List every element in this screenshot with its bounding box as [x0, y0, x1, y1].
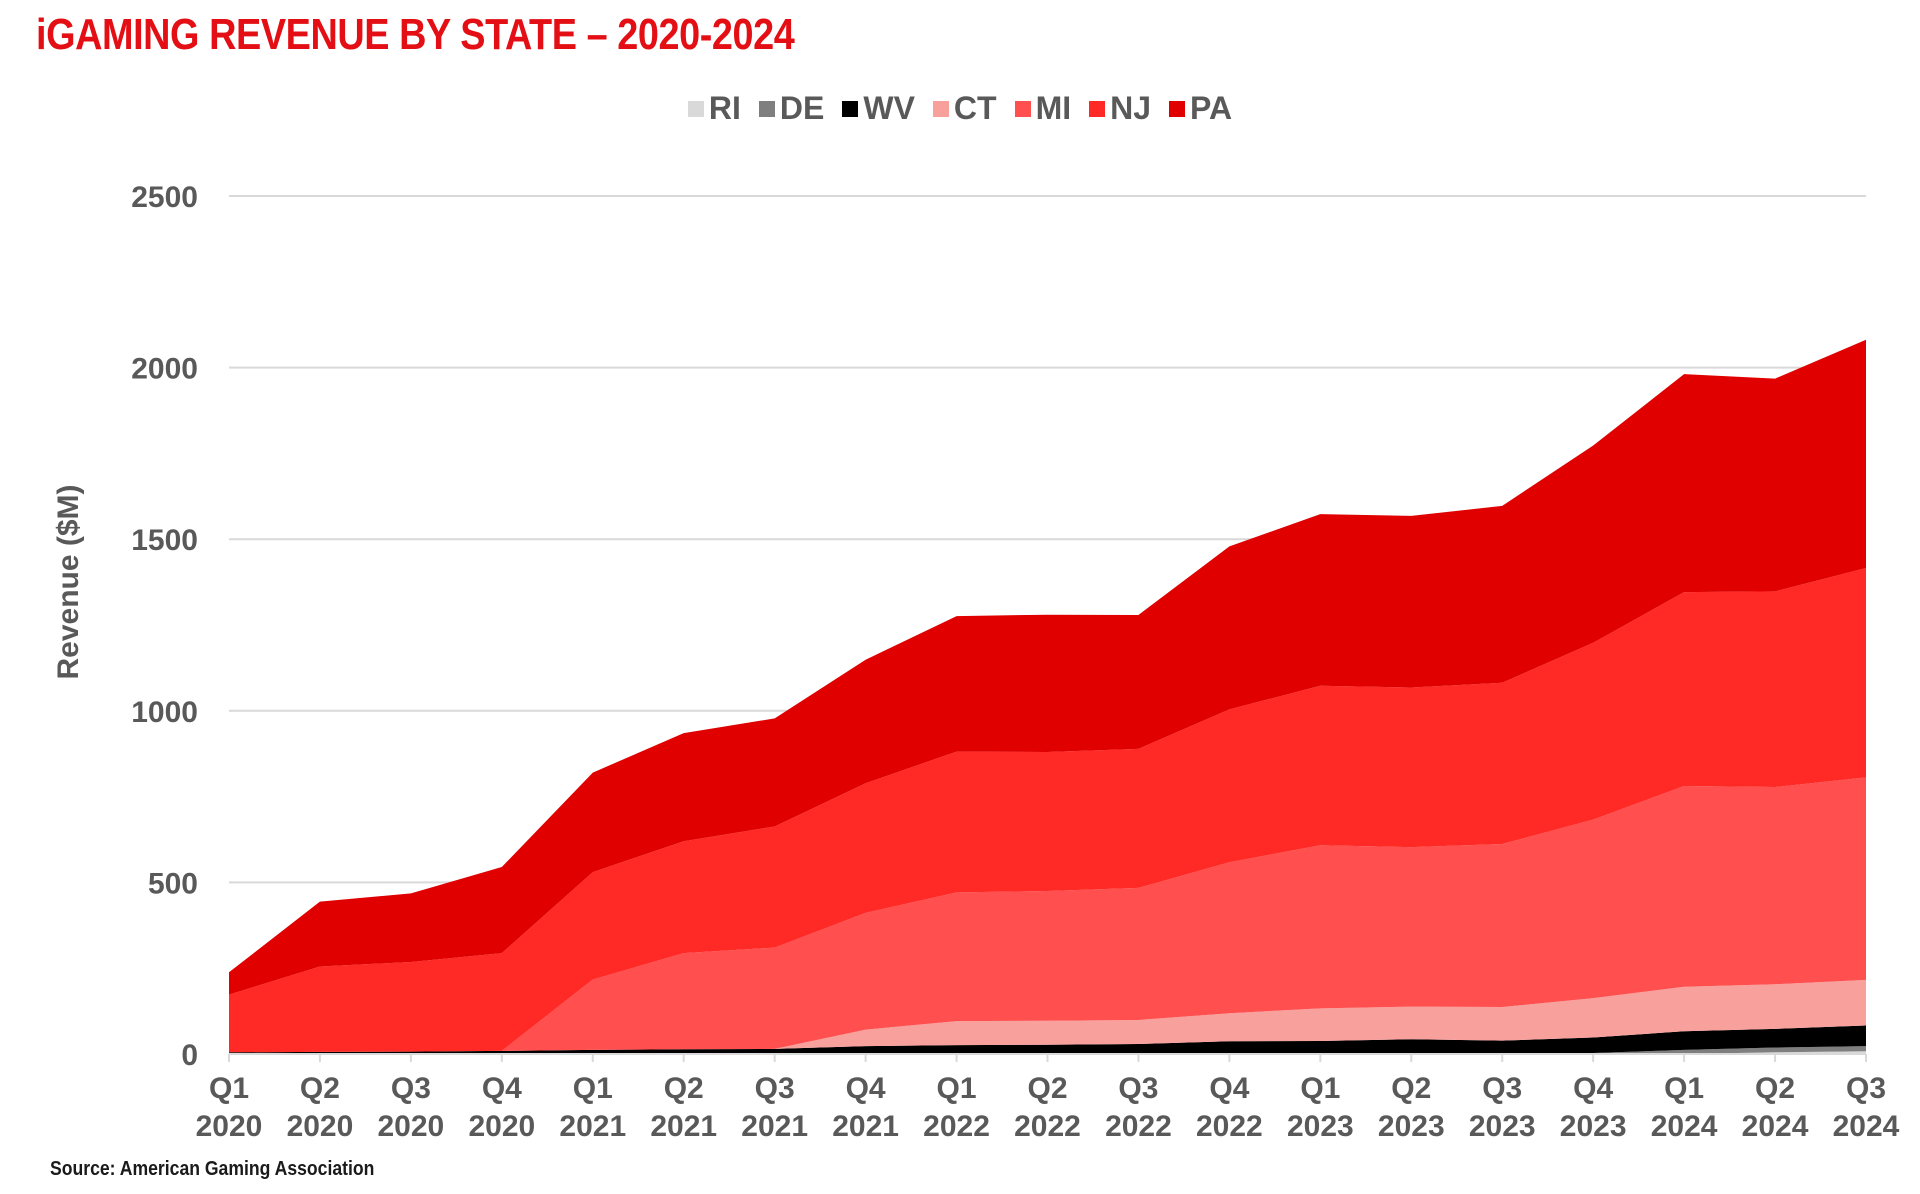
legend-swatch	[842, 100, 859, 117]
y-tick-label: 1000	[131, 696, 198, 729]
x-tick-label-year: 2020	[196, 1110, 263, 1143]
x-tick-label-quarter: Q3	[391, 1072, 431, 1105]
area-series-wv	[229, 1025, 1866, 1054]
x-tick-label-year: 2023	[1378, 1110, 1445, 1143]
legend-item-ct: CT	[932, 90, 997, 127]
x-tick-label-year: 2022	[1105, 1110, 1172, 1143]
x-tick-label-year: 2023	[1287, 1110, 1354, 1143]
legend-swatch	[687, 100, 704, 117]
x-tick-label-year: 2022	[923, 1110, 990, 1143]
x-tick-label-quarter: Q3	[1846, 1072, 1886, 1105]
x-tick-label-quarter: Q2	[1391, 1072, 1431, 1105]
x-tick-label-year: 2022	[1014, 1110, 1081, 1143]
x-axis: Q1 2020 Q2 2020 Q3 2020 Q4 2020 Q1 2021 Q2 2021 Q3 20…	[196, 1053, 1900, 1143]
x-tick-label-quarter: Q2	[1755, 1072, 1795, 1105]
legend-swatch	[758, 100, 775, 117]
x-tick-label-year: 2020	[378, 1110, 445, 1143]
legend-label: DE	[779, 90, 825, 126]
legend-label: CT	[953, 90, 997, 126]
legend-item-mi: MI	[1014, 90, 1072, 127]
legend-label: NJ	[1110, 90, 1152, 126]
y-tick-label: 2500	[131, 181, 198, 214]
x-tick-label-quarter: Q3	[1118, 1072, 1158, 1105]
legend-label: WV	[863, 90, 915, 126]
x-tick-label-quarter: Q2	[664, 1072, 704, 1105]
x-tick-label-year: 2021	[650, 1110, 717, 1143]
legend-label: RI	[708, 90, 741, 126]
area-series-pa	[229, 339, 1866, 995]
legend-item-pa: PA	[1169, 90, 1232, 127]
legend-item-de: DE	[758, 90, 825, 127]
area-series-mi	[229, 777, 1866, 1053]
y-tick-label: 1500	[131, 524, 198, 557]
x-tick-label-quarter: Q4	[482, 1072, 522, 1105]
x-tick-label-year: 2020	[468, 1110, 535, 1143]
x-tick-label-quarter: Q1	[1664, 1072, 1704, 1105]
x-tick-label-year: 2021	[559, 1110, 626, 1143]
x-tick-label-quarter: Q4	[846, 1072, 886, 1105]
x-tick-label-year: 2021	[741, 1110, 808, 1143]
legend-swatch	[932, 100, 949, 117]
y-tick-label: 500	[148, 867, 198, 900]
x-tick-label-quarter: Q2	[1027, 1072, 1067, 1105]
area-series-nj	[229, 568, 1866, 1053]
legend-swatch	[1089, 100, 1106, 117]
legend-item-ri: RI	[687, 90, 741, 127]
x-tick-label-quarter: Q1	[1300, 1072, 1340, 1105]
x-tick-label-year: 2024	[1651, 1110, 1718, 1143]
legend-item-wv: WV	[842, 90, 915, 127]
x-tick-label-year: 2024	[1833, 1110, 1900, 1143]
legend: RI DE WV CT MI NJ PA	[0, 90, 1920, 127]
x-tick-label-year: 2024	[1742, 1110, 1809, 1143]
stacked-areas	[229, 339, 1866, 1054]
x-tick-label-year: 2023	[1560, 1110, 1627, 1143]
x-tick-label-year: 2020	[287, 1110, 354, 1143]
y-axis: 0 500 1000 1500 2000 2500	[131, 181, 198, 1072]
x-tick-label-quarter: Q1	[573, 1072, 613, 1105]
x-tick-label-quarter: Q1	[937, 1072, 977, 1105]
x-tick-label-quarter: Q1	[209, 1072, 249, 1105]
y-tick-label: 2000	[131, 353, 198, 386]
x-tick-label-year: 2021	[832, 1110, 899, 1143]
x-tick-label-year: 2022	[1196, 1110, 1263, 1143]
source-note: Source: American Gaming Association	[50, 1158, 375, 1180]
x-tick-label-quarter: Q3	[755, 1072, 795, 1105]
y-axis-label: Revenue ($M)	[52, 484, 85, 679]
legend-item-nj: NJ	[1089, 90, 1151, 127]
x-tick-label-quarter: Q4	[1573, 1072, 1613, 1105]
y-tick-label: 0	[181, 1039, 198, 1072]
legend-label: PA	[1190, 90, 1233, 126]
legend-label: MI	[1035, 90, 1072, 126]
area-series-ct	[229, 979, 1866, 1053]
legend-swatch	[1014, 100, 1031, 117]
legend-swatch	[1169, 100, 1186, 117]
x-tick-label-quarter: Q2	[300, 1072, 340, 1105]
x-tick-label-quarter: Q3	[1482, 1072, 1522, 1105]
x-tick-label-year: 2023	[1469, 1110, 1536, 1143]
x-tick-label-quarter: Q4	[1209, 1072, 1249, 1105]
chart-title: iGAMING REVENUE BY STATE – 2020-2024	[36, 10, 795, 59]
